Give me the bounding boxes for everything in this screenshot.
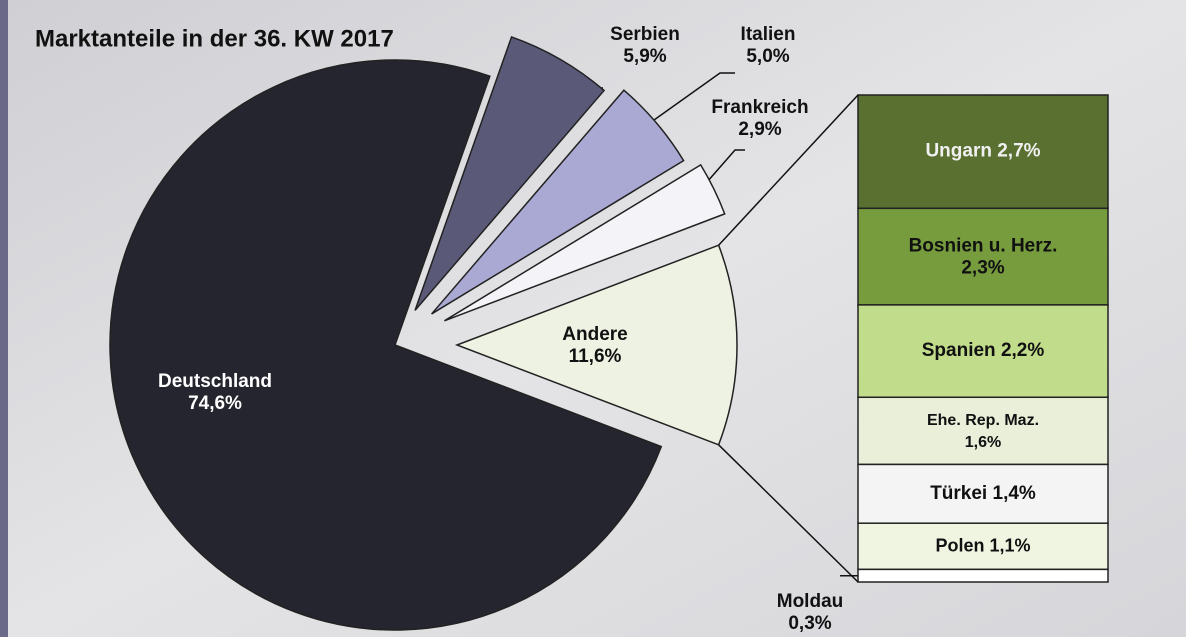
value-label: 0,3% [788, 613, 831, 634]
category-label: Bosnien u. Herz. [909, 236, 1058, 257]
category-label: Ungarn [925, 141, 992, 162]
value-label: 11,6% [569, 346, 622, 367]
left-border [0, 0, 8, 637]
category-label: Deutschland [158, 371, 272, 392]
data-label: Ungarn 2,7% [925, 141, 1040, 162]
value-label: 2,2% [1001, 340, 1044, 361]
category-label: Polen [935, 535, 984, 555]
bar-segment [858, 569, 1108, 582]
value-label: 1,6% [965, 434, 1001, 451]
value-label: 1,1% [990, 535, 1031, 555]
value-label: 5,9% [623, 46, 666, 67]
category-label: Serbien [610, 24, 680, 45]
bar-segment [858, 397, 1108, 464]
value-label: 1,4% [993, 483, 1036, 504]
value-label: 2,7% [997, 141, 1040, 162]
value-label: 2,3% [961, 258, 1004, 279]
category-label: Italien [741, 24, 796, 45]
value-label: 5,0% [746, 46, 789, 67]
category-label: Ehe. Rep. Maz. [927, 412, 1039, 429]
value-label: 2,9% [738, 119, 781, 140]
page: {"chart_data": [ {"type": "pie", "title"… [0, 0, 1186, 637]
category-label: Andere [562, 324, 627, 345]
value-label: 74,6% [188, 393, 242, 414]
data-label: Polen 1,1% [935, 535, 1030, 555]
data-label: Türkei 1,4% [930, 483, 1036, 504]
category-label: Türkei [930, 483, 987, 504]
category-label: Frankreich [711, 97, 808, 118]
data-label: Spanien 2,2% [922, 340, 1045, 361]
category-label: Spanien [922, 340, 996, 361]
chart-title: Marktanteile in der 36. KW 2017 [35, 25, 394, 52]
category-label: Moldau [777, 591, 844, 612]
chart: Marktanteile in der 36. KW 2017 Andere11… [0, 0, 1186, 637]
